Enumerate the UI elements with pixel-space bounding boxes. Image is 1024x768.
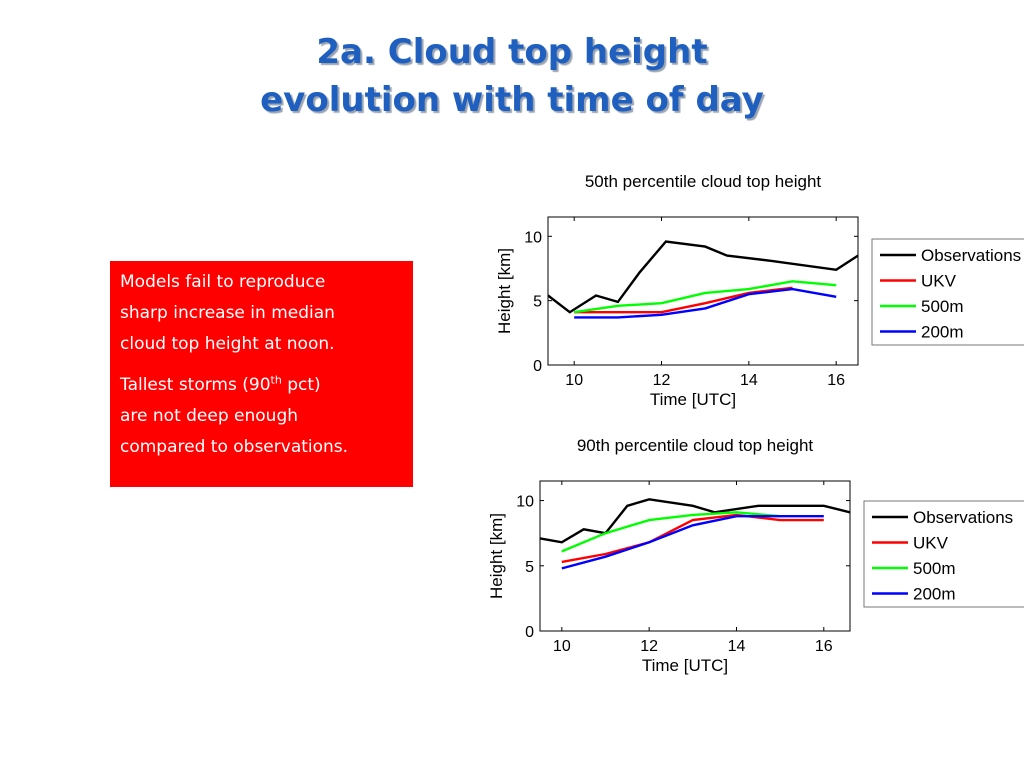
x-axis-label: Time [UTC] [650, 390, 736, 409]
legend-label: UKV [921, 272, 957, 291]
series-line-ukv [561, 513, 824, 564]
note-box: Models fail to reproduce sharp increase … [110, 261, 413, 487]
legend-label: UKV [913, 534, 949, 553]
note-paragraph-1: Models fail to reproduce sharp increase … [120, 267, 403, 360]
slide-title-line-2: evolution with time of day [260, 80, 764, 120]
x-tick-label: 16 [815, 638, 833, 655]
chart-90th-percentile: 90th percentile cloud top height 10 12 14 16… [487, 436, 1024, 675]
legend: Observations UKV 500m 200m [863, 500, 1024, 608]
y-axis-label: Height [km] [487, 513, 506, 599]
series-line-observations [548, 240, 858, 314]
note-line: are not deep enough [120, 406, 299, 426]
y-tick-label: 10 [524, 229, 542, 246]
note-line: Models fail to reproduce [120, 272, 326, 292]
series-line-500m [561, 511, 781, 553]
legend-label: 200m [913, 585, 956, 604]
x-tick-label: 12 [640, 638, 658, 655]
x-tick-label: 10 [565, 372, 583, 389]
y-tick-label: 10 [516, 494, 534, 511]
series-line-200m [561, 514, 824, 570]
legend-label: 500m [921, 297, 964, 316]
x-tick-label: 14 [740, 372, 758, 389]
y-tick-label: 0 [533, 358, 542, 375]
note-line: cloud top height at noon. [120, 334, 335, 354]
legend-label: 500m [913, 559, 956, 578]
y-tick-label: 5 [533, 294, 542, 311]
x-tick-label: 12 [653, 372, 671, 389]
note-line: pct) [281, 375, 321, 395]
note-paragraph-2: Tallest storms (90th pct) are not deep e… [120, 370, 403, 463]
y-axis-label: Height [km] [495, 248, 514, 334]
series-line-200m [574, 287, 837, 319]
plot-frame [539, 480, 851, 632]
x-tick-label: 16 [827, 372, 845, 389]
plot-frame [547, 216, 859, 366]
series-line-ukv [574, 286, 793, 314]
note-line: Tallest storms (90 [120, 375, 271, 395]
slide-title: 2a. Cloud top height evolution with time… [0, 28, 1024, 124]
x-axis-label: Time [UTC] [642, 656, 728, 675]
chart-title: 50th percentile cloud top height [585, 172, 822, 191]
x-tick-label: 14 [728, 638, 746, 655]
series-line-500m [574, 280, 837, 314]
chart-title: 90th percentile cloud top height [577, 436, 814, 455]
legend-label: Observations [921, 246, 1021, 265]
x-tick-label: 10 [553, 638, 571, 655]
y-tick-label: 5 [525, 559, 534, 576]
legend-label: Observations [913, 508, 1013, 527]
note-line: sharp increase in median [120, 303, 335, 323]
legend: Observations UKV 500m 200m [871, 238, 1024, 346]
slide-title-line-1: 2a. Cloud top height [316, 32, 708, 72]
chart-50th-percentile: 50th percentile cloud top height 10 12 14 16… [495, 172, 1024, 409]
legend-box [871, 238, 1024, 346]
note-line: compared to observations. [120, 437, 349, 457]
note-superscript: th [270, 373, 282, 387]
y-tick-label: 0 [525, 624, 534, 641]
legend-box [863, 500, 1024, 608]
legend-label: 200m [921, 323, 964, 342]
series-line-observations [540, 498, 850, 544]
